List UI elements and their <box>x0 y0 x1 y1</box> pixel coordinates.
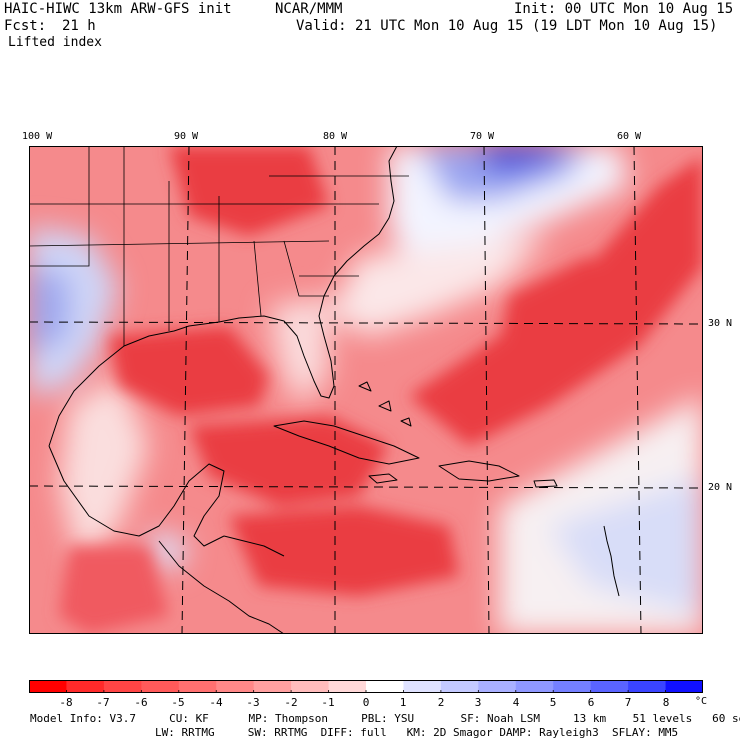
colorbar-segment <box>216 680 255 693</box>
colorbar-segment <box>665 680 703 693</box>
colorbar-segment <box>515 680 554 693</box>
init-time: Init: 00 UTC Mon 10 Aug 15 <box>514 1 734 17</box>
field-name: Lifted index <box>8 35 102 50</box>
lon-label-70w: 70 W <box>470 131 495 142</box>
coastlines <box>48 146 620 634</box>
colorbar-label: -3 <box>246 696 260 709</box>
colorbar-label: 4 <box>512 696 520 709</box>
valid-time: Valid: 21 UTC Mon 10 Aug 15 (19 LDT Mon … <box>296 18 718 34</box>
colorbar-unit: °C <box>694 696 708 707</box>
colorbar <box>29 680 703 693</box>
lon-label-90w: 90 W <box>174 131 199 142</box>
colorbar-label: -8 <box>59 696 73 709</box>
colorbar-segment <box>103 680 142 693</box>
model-title: HAIC-HIWC 13km ARW-GFS init <box>4 1 232 17</box>
colorbar-label: -6 <box>134 696 148 709</box>
colorbar-label: 2 <box>437 696 445 709</box>
colorbar-frame <box>29 680 703 693</box>
colorbar-label: 0 <box>362 696 370 709</box>
stable-regions <box>29 146 703 634</box>
state-borders <box>29 146 409 346</box>
lon-label-80w: 80 W <box>323 131 348 142</box>
colorbar-segment <box>141 680 180 693</box>
colorbar-label: -7 <box>96 696 110 709</box>
colorbar-segment <box>178 680 217 693</box>
colorbar-label: 7 <box>624 696 632 709</box>
fcst-value: 21 h <box>62 18 96 34</box>
colorbar-label: 1 <box>399 696 407 709</box>
colorbar-segment <box>553 680 592 693</box>
colorbar-segment <box>440 680 479 693</box>
colorbar-segment <box>328 680 367 693</box>
graticule <box>29 146 703 634</box>
colorbar-label: -5 <box>171 696 185 709</box>
colorbar-segment <box>403 680 442 693</box>
colorbar-label: -4 <box>209 696 223 709</box>
colorbar-label: -2 <box>284 696 298 709</box>
map-frame <box>29 146 703 634</box>
unstable-regions <box>59 146 703 634</box>
model-info-line1: Model Info: V3.7 CU: KF MP: Thompson PBL… <box>30 712 740 725</box>
colorbar-segment <box>590 680 629 693</box>
fcst-label: Fcst: <box>4 18 47 34</box>
colorbar-segment <box>253 680 292 693</box>
lat-label-20n: 20 N <box>708 482 733 493</box>
colorbar-segment <box>366 680 404 693</box>
colorbar-label: 5 <box>549 696 557 709</box>
colorbar-label: 6 <box>587 696 595 709</box>
lon-label-60w: 60 W <box>617 131 642 142</box>
colorbar-label: -1 <box>321 696 335 709</box>
colorbar-segment <box>29 680 67 693</box>
colorbar-segment <box>291 680 330 693</box>
center-label: NCAR/MMM <box>275 1 343 17</box>
colorbar-segment <box>478 680 517 693</box>
colorbar-segment <box>628 680 667 693</box>
colorbar-label: 8 <box>662 696 670 709</box>
lifted-index-map <box>29 146 703 634</box>
colorbar-label: 3 <box>474 696 482 709</box>
lon-label-100w: 100 W <box>22 131 53 142</box>
model-info-line2: LW: RRTMG SW: RRTMG DIFF: full KM: 2D Sm… <box>155 726 679 739</box>
colorbar-segment <box>66 680 105 693</box>
lat-label-30n: 30 N <box>708 318 733 329</box>
